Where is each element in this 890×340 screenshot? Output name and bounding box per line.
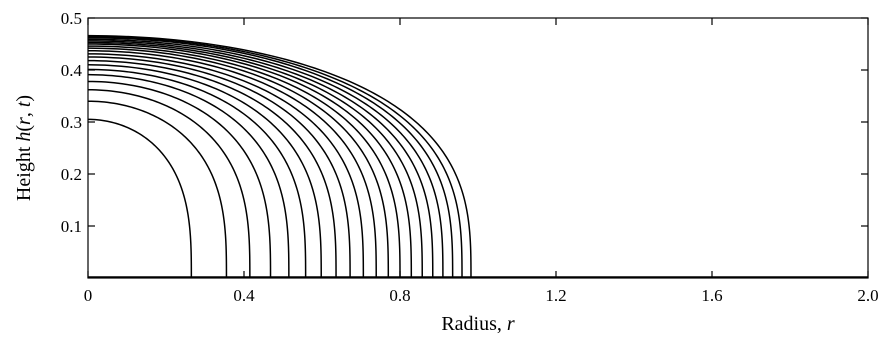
profile-curve [87, 89, 251, 278]
x-tick-labels: 0 0.4 0.8 1.2 1.6 2.0 [84, 286, 879, 305]
profile-curve [87, 56, 351, 278]
x-tick-label: 2.0 [857, 286, 878, 305]
profile-curve [87, 68, 307, 278]
profile-curve [87, 53, 365, 278]
profile-curve [87, 118, 193, 278]
x-tick-label: 0 [84, 286, 93, 305]
profile-curve [87, 47, 390, 278]
profile-curve [87, 35, 463, 278]
x-tick-label: 1.2 [545, 286, 566, 305]
profile-curve [87, 43, 413, 278]
profile-curve [87, 73, 290, 278]
profile-curve [87, 40, 434, 278]
y-tick-label: 0.1 [61, 217, 82, 236]
y-axis-title: Height h(r, t) [13, 95, 35, 201]
y-tick-label: 0.3 [61, 113, 82, 132]
profile-curve [87, 38, 444, 278]
profile-curves [87, 34, 868, 278]
profile-curve [87, 37, 454, 278]
profile-curve [87, 80, 272, 278]
y-tick-label: 0.4 [61, 61, 83, 80]
y-tick-label: 0.2 [61, 165, 82, 184]
x-tick-label: 0.4 [233, 286, 255, 305]
y-tick-labels: 0.1 0.2 0.3 0.4 0.5 [61, 9, 83, 236]
x-tick-label: 1.6 [701, 286, 722, 305]
x-tick-label: 0.8 [389, 286, 410, 305]
plot-area [87, 17, 869, 279]
profile-curve [87, 59, 337, 278]
plot-frame [87, 17, 869, 279]
y-tick-label: 0.5 [61, 9, 82, 28]
profile-curve [87, 100, 228, 278]
profile-curve [87, 64, 322, 278]
profile-curve [87, 50, 377, 278]
x-axis-title: Radius, r [441, 313, 515, 335]
profile-curve [87, 41, 423, 278]
profile-curve [87, 45, 401, 278]
profile-curve [87, 34, 472, 278]
